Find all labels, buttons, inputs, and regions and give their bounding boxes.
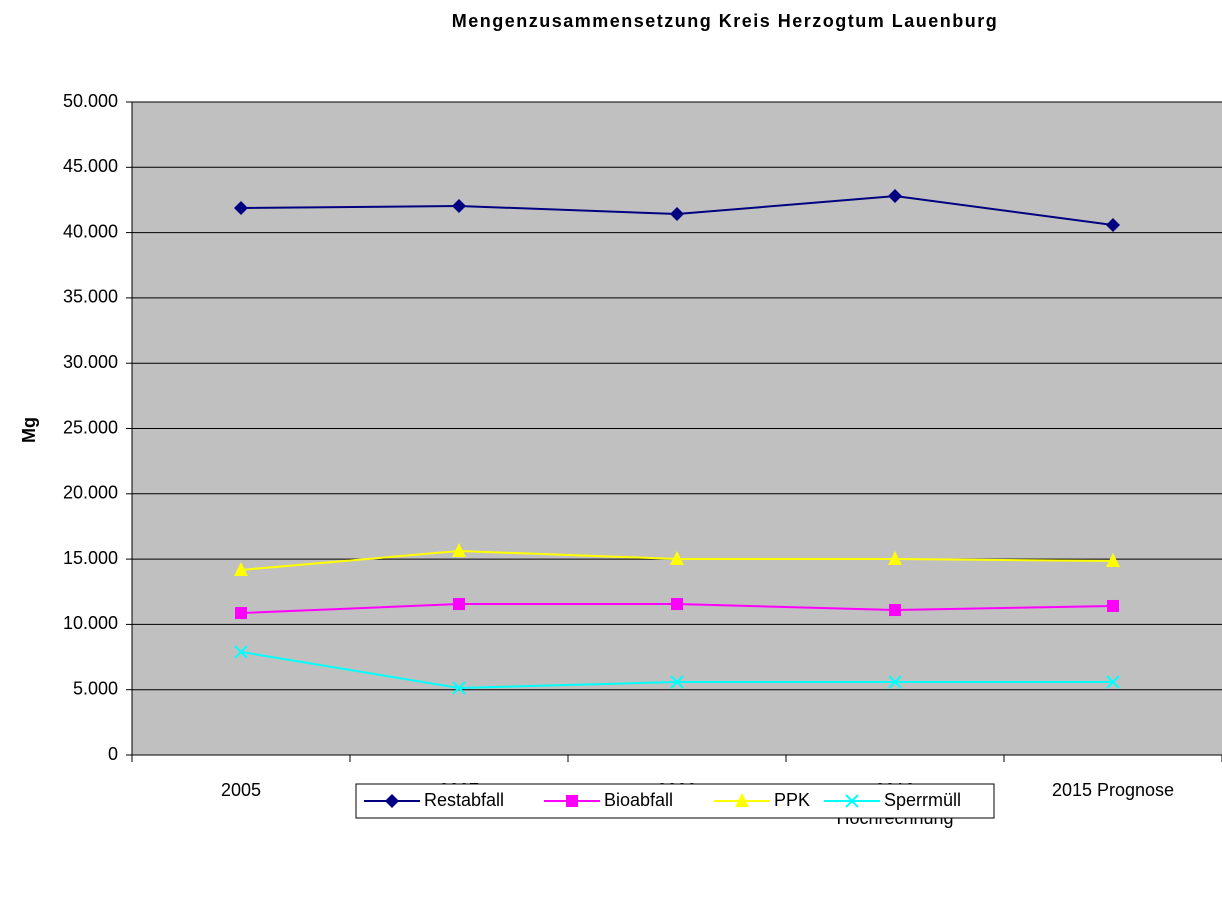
y-tick-label: 35.000 xyxy=(63,287,118,307)
chart-title: Mengenzusammensetzung Kreis Herzogtum La… xyxy=(452,11,999,31)
legend-item: Sperrmüll xyxy=(824,790,961,810)
legend-label: PPK xyxy=(774,790,810,810)
legend-item: PPK xyxy=(714,790,810,810)
marker xyxy=(385,794,399,808)
marker xyxy=(1106,218,1120,233)
marker xyxy=(888,675,902,689)
legend-label: Sperrmüll xyxy=(884,790,961,810)
x-tick-label: 2015 Prognose xyxy=(1052,780,1174,800)
y-tick-label: 40.000 xyxy=(63,221,118,241)
y-tick-label: 50.000 xyxy=(63,91,118,111)
legend-item: Restabfall xyxy=(364,790,504,810)
marker xyxy=(234,645,248,659)
marker xyxy=(234,201,248,216)
marker xyxy=(735,793,749,807)
marker xyxy=(453,598,465,611)
y-tick-label: 15.000 xyxy=(63,548,118,568)
marker xyxy=(1107,599,1119,612)
y-tick-label: 10.000 xyxy=(63,613,118,633)
marker xyxy=(670,550,684,565)
marker xyxy=(235,607,247,620)
legend-label: Restabfall xyxy=(424,790,504,810)
y-tick-label: 0 xyxy=(108,744,118,764)
marker xyxy=(845,794,859,808)
marker xyxy=(452,198,466,213)
y-tick-label: 30.000 xyxy=(63,352,118,372)
marker xyxy=(888,189,902,204)
y-tick-label: 45.000 xyxy=(63,156,118,176)
marker xyxy=(452,681,466,695)
marker xyxy=(452,543,466,558)
marker xyxy=(888,550,902,565)
y-tick-label: 5.000 xyxy=(73,678,118,698)
y-tick-label: 20.000 xyxy=(63,483,118,503)
x-tick-label: 2005 xyxy=(221,780,261,800)
y-tick-label: 25.000 xyxy=(63,417,118,437)
marker xyxy=(1106,675,1120,689)
marker xyxy=(1106,553,1120,568)
legend-box xyxy=(355,783,995,819)
marker xyxy=(889,604,901,617)
marker xyxy=(671,598,683,611)
marker xyxy=(670,207,684,222)
marker xyxy=(234,561,248,576)
legend-item: Bioabfall xyxy=(544,790,673,810)
marker xyxy=(566,795,578,807)
marker xyxy=(670,675,684,689)
legend-label: Bioabfall xyxy=(604,790,673,810)
y-axis-label: Mg xyxy=(19,417,39,443)
